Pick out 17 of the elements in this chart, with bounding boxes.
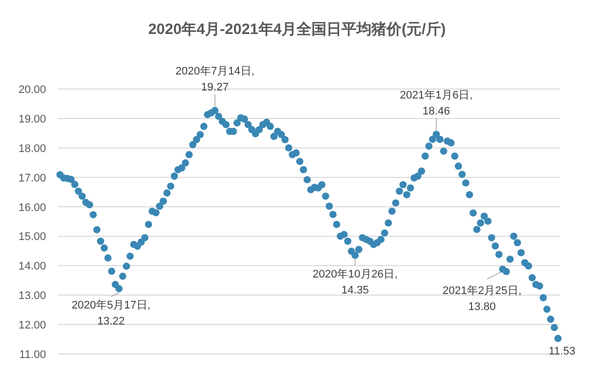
title: 2020年4月-2021年4月全国日平均猪价(元/斤) <box>148 21 446 38</box>
ytick: 14.00 <box>18 260 46 273</box>
ytick: 20.00 <box>18 84 46 96</box>
ytick: 19.00 <box>18 113 46 126</box>
annotation: 2020年5月17日, 13.22 <box>72 300 150 328</box>
ytick: 11.00 <box>19 349 46 361</box>
ytick: 13.00 <box>18 290 46 302</box>
annotation: 2021年1月6日, 18.46 <box>400 89 473 118</box>
annotation: 11.53 <box>548 345 576 358</box>
annotation: 2021年2月25日, 13.80 <box>442 285 522 313</box>
annotation: 2020年10月26日, 14.35 <box>312 268 398 296</box>
ytick: 18.00 <box>18 142 46 155</box>
ytick: 12.00 <box>18 320 46 332</box>
annotation: 2020年7月14日, 19.27 <box>176 66 254 94</box>
ytick: 15.00 <box>18 231 46 244</box>
ytick: 16.00 <box>18 202 46 214</box>
ytick: 17.00 <box>18 172 46 184</box>
